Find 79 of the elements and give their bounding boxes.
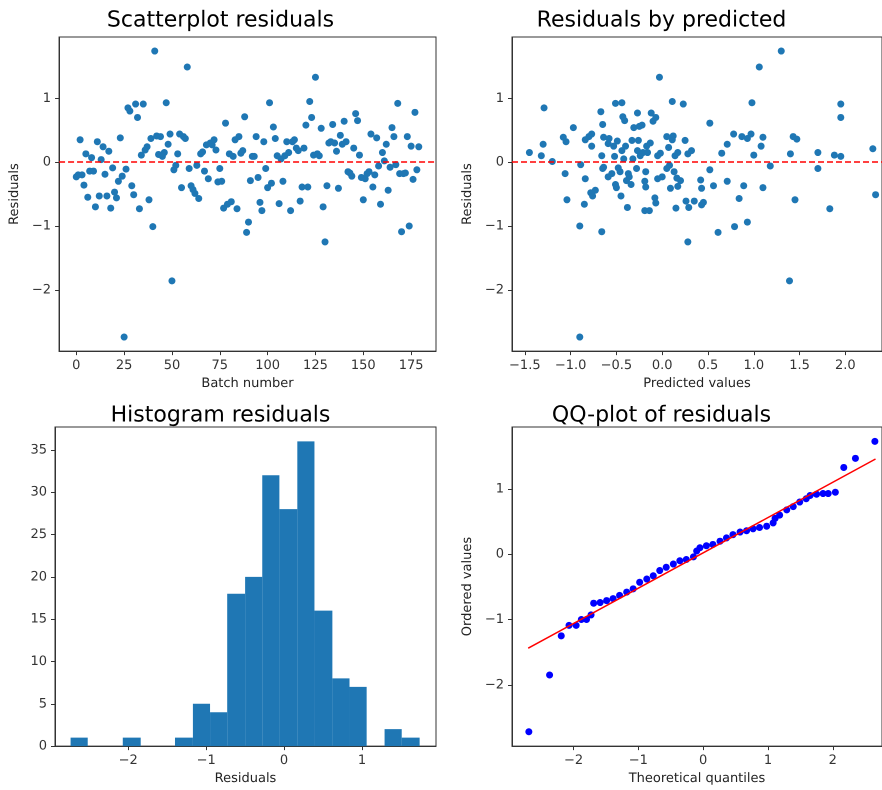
x-axis-title: Predicted values [643,376,751,391]
x-tick-label: −0.5 [600,358,632,374]
x-axis-title: Batch number [201,376,294,391]
point [650,572,657,580]
y-tick-label: 0 [42,154,52,170]
x-tick-label: 0.0 [652,358,673,374]
x-tick-label: −1 [628,753,648,768]
x-tick-label: 25 [116,358,132,374]
chart-title: QQ-plot of residuals [552,402,772,428]
point [840,464,848,471]
x-tick-label: 0 [699,753,708,768]
point [676,557,684,564]
point [832,488,839,496]
chart-title: Histogram residuals [110,402,330,428]
point [670,560,677,568]
point [852,454,859,462]
x-tick-label: 2.0 [835,358,856,374]
point [696,544,704,552]
chart-title: Scatterplot residuals [106,8,334,32]
y-axis-title: Residuals [7,162,22,225]
point [702,542,710,550]
x-tick-label: 75 [212,358,228,374]
point [662,564,670,571]
point [871,438,878,445]
y-tick-label: −2 [484,282,504,298]
point [824,490,832,498]
y-tick-label: 0 [496,546,504,562]
point [776,512,784,519]
x-axis-title: Residuals [214,771,277,786]
x-tick-label: 175 [398,358,424,374]
y-tick-label: 0 [38,738,47,754]
x-axis-title: Theoretical quantiles [628,771,766,786]
y-tick-label: 25 [30,526,47,542]
y-tick-label: 5 [38,696,47,712]
point [636,578,644,586]
x-tick-label: 0.5 [698,358,718,374]
point [525,728,532,736]
x-tick-label: −1.0 [554,358,586,374]
y-tick-label: 1 [496,90,504,106]
x-tick-label: 150 [350,358,376,374]
y-tick-label: −1 [32,218,52,234]
x-tick-label: 2 [828,753,837,768]
point [643,576,650,583]
y-tick-label: 35 [30,442,47,458]
y-tick-label: −2 [32,282,52,298]
x-tick-label: −1 [196,753,216,768]
y-tick-label: 20 [30,569,47,584]
x-tick-label: −2 [118,753,138,768]
x-tick-label: 125 [303,358,328,374]
y-tick-label: −1 [484,218,504,234]
y-axis-title: Ordered values [460,536,475,636]
x-tick-label: 1.0 [743,358,764,374]
y-tick-label: 15 [30,612,47,627]
x-tick-label: −1.5 [509,358,541,374]
y-axis-title: Residuals [460,162,475,225]
y-tick-label: −1 [484,612,504,628]
point [590,600,598,607]
y-tick-label: 1 [42,90,52,106]
y-tick-label: 1 [496,481,504,496]
x-tick-label: 1 [358,753,366,768]
point [596,599,604,606]
point [656,567,664,574]
y-tick-label: 0 [496,154,504,170]
point [603,597,610,604]
x-tick-label: 0 [280,753,288,768]
point [756,524,764,531]
point [558,632,565,640]
point [763,522,770,530]
y-tick-label: 10 [30,654,47,669]
x-tick-label: −2 [564,753,584,768]
y-tick-label: 30 [30,484,47,500]
x-tick-label: 1.5 [789,358,810,374]
y-tick-label: −2 [484,677,504,692]
point [546,671,554,678]
x-tick-label: 100 [255,358,280,374]
chart-title: Residuals by predicted [536,8,786,32]
x-tick-label: 0 [72,358,80,374]
x-tick-label: 50 [164,358,180,374]
x-tick-label: 1 [764,753,772,768]
